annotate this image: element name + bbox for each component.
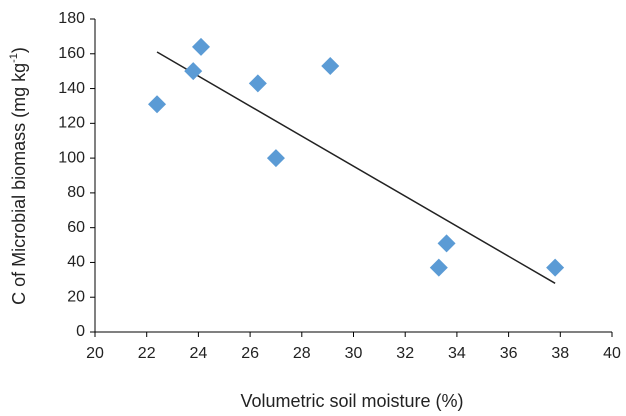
- y-tick-label: 180: [58, 10, 85, 27]
- x-tick-label: 34: [448, 345, 466, 362]
- point: [321, 56, 340, 75]
- trendline: [156, 51, 556, 284]
- y-label-sup: -1: [8, 53, 20, 63]
- y-label-end: ): [9, 47, 29, 53]
- y-tick-label: 140: [58, 80, 85, 97]
- x-tick-label: 24: [190, 345, 208, 362]
- x-tick-label: 20: [86, 345, 104, 362]
- x-tick-label: 26: [241, 345, 259, 362]
- x-tick-label: 40: [603, 345, 621, 362]
- point: [191, 37, 210, 56]
- x-tick-label: 36: [500, 345, 518, 362]
- y-tick-label: 160: [58, 45, 85, 62]
- x-tick-label: 22: [138, 345, 156, 362]
- point: [429, 258, 448, 277]
- point: [148, 95, 167, 114]
- y-tick-label: 40: [67, 254, 85, 271]
- x-tick-label: 38: [551, 345, 569, 362]
- point: [266, 149, 285, 168]
- x-tick-label: 32: [396, 345, 414, 362]
- y-tick-label: 60: [67, 219, 85, 236]
- point: [546, 258, 565, 277]
- y-axis-label: C of Microbial biomass (mg kg-1): [8, 47, 29, 305]
- point: [184, 62, 203, 81]
- x-tick-label: 30: [345, 345, 363, 362]
- point: [248, 74, 267, 93]
- y-tick-label: 0: [76, 323, 85, 340]
- y-label-main: C of Microbial biomass (mg kg: [9, 63, 29, 305]
- x-axis-label: Volumetric soil moisture (%): [240, 391, 463, 411]
- point: [437, 234, 456, 253]
- y-tick-label: 80: [67, 184, 85, 201]
- y-tick-label: 120: [58, 115, 85, 132]
- y-tick-label: 20: [67, 288, 85, 305]
- x-tick-label: 28: [293, 345, 311, 362]
- y-tick-label: 100: [58, 149, 85, 166]
